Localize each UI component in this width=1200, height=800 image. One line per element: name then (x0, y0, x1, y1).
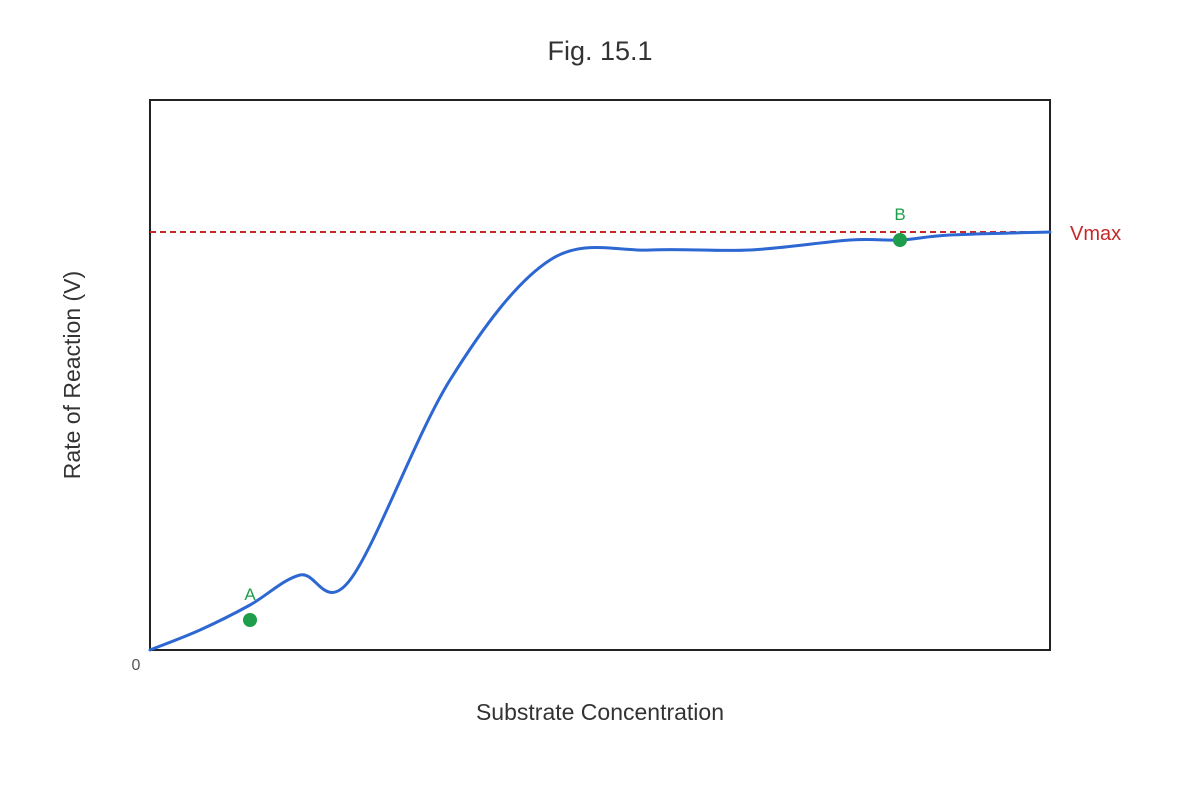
origin-tick-label: 0 (132, 657, 141, 674)
point-a-label: A (244, 585, 256, 604)
point-b-marker (893, 233, 907, 247)
vmax-label: Vmax (1070, 223, 1121, 245)
chart-title: Fig. 15.1 (547, 36, 652, 66)
plot-area-frame (149, 99, 1051, 651)
y-axis-label: Rate of Reaction (V) (59, 271, 85, 479)
rate-curve-line (148, 230, 1052, 652)
point-b-label: B (894, 205, 905, 224)
point-a-marker (243, 613, 257, 627)
plot-layer: Vmax A B (148, 205, 1121, 652)
x-axis-label: Substrate Concentration (476, 699, 724, 725)
